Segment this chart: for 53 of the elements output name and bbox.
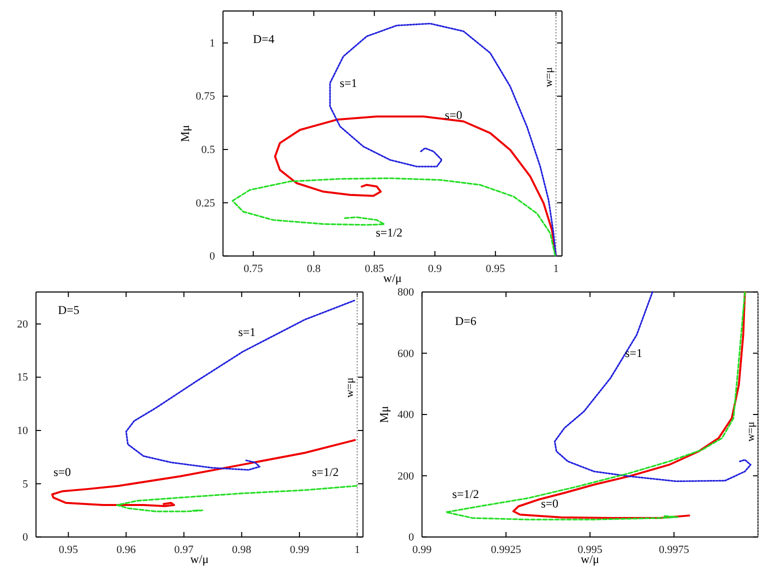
x-tick-label: 0.99 <box>412 544 432 556</box>
y-tick-label: 0.25 <box>196 197 216 210</box>
series-label: s=0 <box>540 496 558 511</box>
line-series <box>51 439 356 508</box>
series-label: s=1 <box>624 346 642 360</box>
y-tick-label: 400 <box>398 409 414 422</box>
y-tick-label: 5 <box>22 478 28 490</box>
ref-line-label: w=μ <box>542 67 555 88</box>
y-tick-label: 0.5 <box>201 144 216 156</box>
y-tick-label: 0.75 <box>196 90 216 103</box>
line-series <box>445 291 746 520</box>
y-tick-label: 200 <box>398 470 414 482</box>
x-tick-label: 0.85 <box>364 262 384 275</box>
line-series <box>116 485 358 512</box>
x-tick-label: 1 <box>354 544 360 556</box>
x-tick-label: 0.95 <box>58 544 78 556</box>
x-tick-label: 0.9 <box>428 262 442 275</box>
series-label: s=0 <box>53 464 71 479</box>
y-tick-label: 15 <box>17 372 28 384</box>
x-tick-label: 0.9925 <box>490 544 522 556</box>
text: D=6 <box>454 314 476 328</box>
x-tick-label: 0.96 <box>116 544 136 556</box>
series-label: s=1 <box>340 76 358 90</box>
y-tick-label: 0 <box>22 532 28 544</box>
x-tick-label: 0.9975 <box>658 544 690 556</box>
x-tick-label: 0.8 <box>306 262 322 275</box>
x-axis-title: w/μ <box>383 271 402 285</box>
series-label: s=1 <box>238 325 256 340</box>
y-tick-label: 1 <box>210 37 215 50</box>
line-series <box>329 22 557 256</box>
y-tick-label: 10 <box>17 425 28 437</box>
line-series <box>512 291 746 520</box>
line-series <box>232 177 556 256</box>
series-label: s=1/2 <box>312 464 339 479</box>
series-label: s=1/2 <box>452 486 480 501</box>
x-tick-label: 0.99 <box>290 544 310 556</box>
y-axis-title: Mμ <box>178 124 192 142</box>
y-tick-label: 0 <box>408 532 414 544</box>
text: D=5 <box>58 303 80 318</box>
text: D=4 <box>252 32 274 46</box>
x-tick-label: 0.95 <box>486 262 506 275</box>
y-tick-label: 0 <box>210 250 216 263</box>
y-tick-label: 600 <box>398 348 414 360</box>
ref-line-label: w=μ <box>745 422 757 442</box>
ref-line-label: w=μ <box>344 377 356 398</box>
x-tick-label: 0.75 <box>244 262 264 275</box>
series-label: s=0 <box>444 108 462 122</box>
y-tick-label: 20 <box>17 318 28 330</box>
x-tick-label: 1 <box>553 262 559 275</box>
y-tick-label: 800 <box>398 286 414 299</box>
x-tick-label: 0.98 <box>232 544 252 556</box>
y-axis-title: Mμ <box>377 406 391 424</box>
series-label: s=1/2 <box>376 225 402 240</box>
